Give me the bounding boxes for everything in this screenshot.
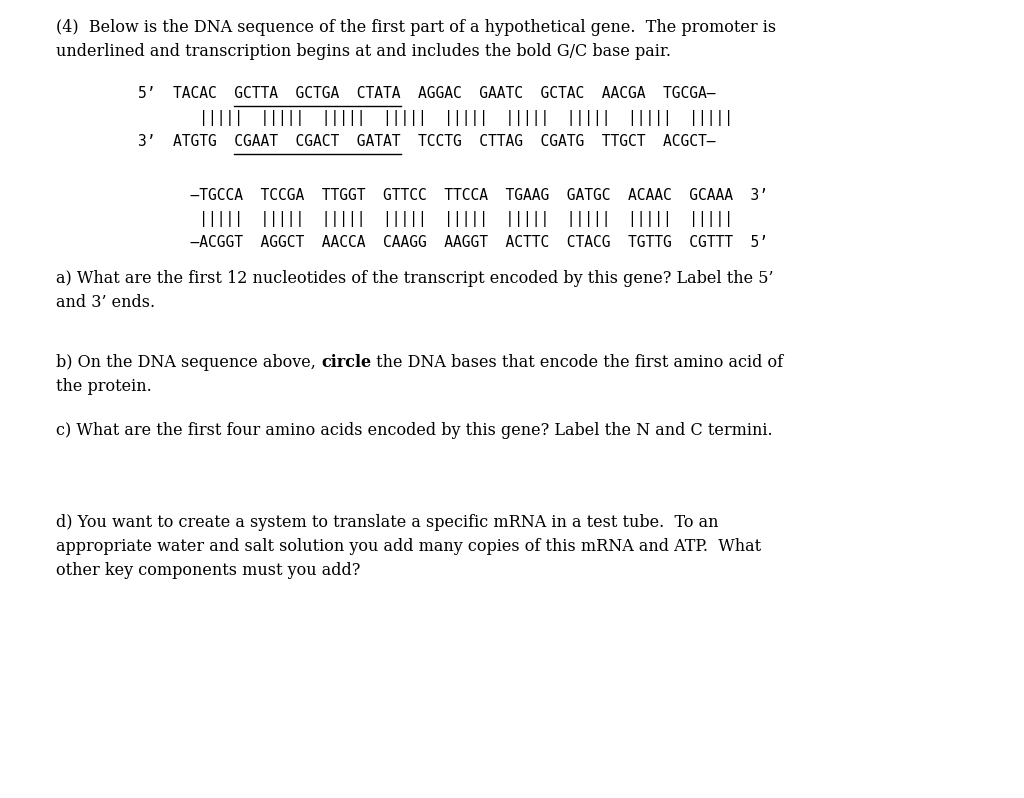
Text: c) What are the first four amino acids encoded by this gene? Label the N and C t: c) What are the first four amino acids e… (56, 422, 773, 439)
Text: –ACGGT  AGGCT  AACCA  CAAGG  AAGGT  ACTTC  CTACG  TGTTG  CGTTT  5’: –ACGGT AGGCT AACCA CAAGG AAGGT ACTTC CTA… (138, 235, 768, 251)
Text: 3’  ATGTG  CGAAT  CGACT  GATAT  TCCTG  CTTAG  CGATG  TTGCT  ACGCT–: 3’ ATGTG CGAAT CGACT GATAT TCCTG CTTAG C… (138, 134, 716, 149)
Text: other key components must you add?: other key components must you add? (56, 562, 360, 579)
Text: d) You want to create a system to translate a specific mRNA in a test tube.  To : d) You want to create a system to transl… (56, 514, 719, 531)
Text: |||||  |||||  |||||  |||||  |||||  |||||  |||||  |||||  |||||: ||||| ||||| ||||| ||||| ||||| ||||| ||||… (138, 110, 733, 126)
Text: the DNA bases that encode the first amino acid of: the DNA bases that encode the first amin… (372, 354, 783, 371)
Text: |||||  |||||  |||||  |||||  |||||  |||||  |||||  |||||  |||||: ||||| ||||| ||||| ||||| ||||| ||||| ||||… (138, 211, 733, 227)
Text: b) On the DNA sequence above,: b) On the DNA sequence above, (56, 354, 322, 371)
Text: circle: circle (322, 354, 372, 371)
Text: 5’  TACAC  GCTTA  GCTGA  CTATA  AGGAC  GAATC  GCTAC  AACGA  TGCGA–: 5’ TACAC GCTTA GCTGA CTATA AGGAC GAATC G… (138, 86, 716, 101)
Text: underlined and transcription begins at and includes the bold G/C base pair.: underlined and transcription begins at a… (56, 43, 672, 60)
Text: –TGCCA  TCCGA  TTGGT  GTTCC  TTCCA  TGAAG  GATGC  ACAAC  GCAAA  3’: –TGCCA TCCGA TTGGT GTTCC TTCCA TGAAG GAT… (138, 188, 768, 203)
Text: the protein.: the protein. (56, 378, 153, 395)
Text: appropriate water and salt solution you add many copies of this mRNA and ATP.  W: appropriate water and salt solution you … (56, 538, 762, 555)
Text: a) What are the first 12 nucleotides of the transcript encoded by this gene? Lab: a) What are the first 12 nucleotides of … (56, 271, 774, 287)
Text: (4)  Below is the DNA sequence of the first part of a hypothetical gene.  The pr: (4) Below is the DNA sequence of the fir… (56, 19, 776, 36)
Text: and 3’ ends.: and 3’ ends. (56, 294, 156, 311)
